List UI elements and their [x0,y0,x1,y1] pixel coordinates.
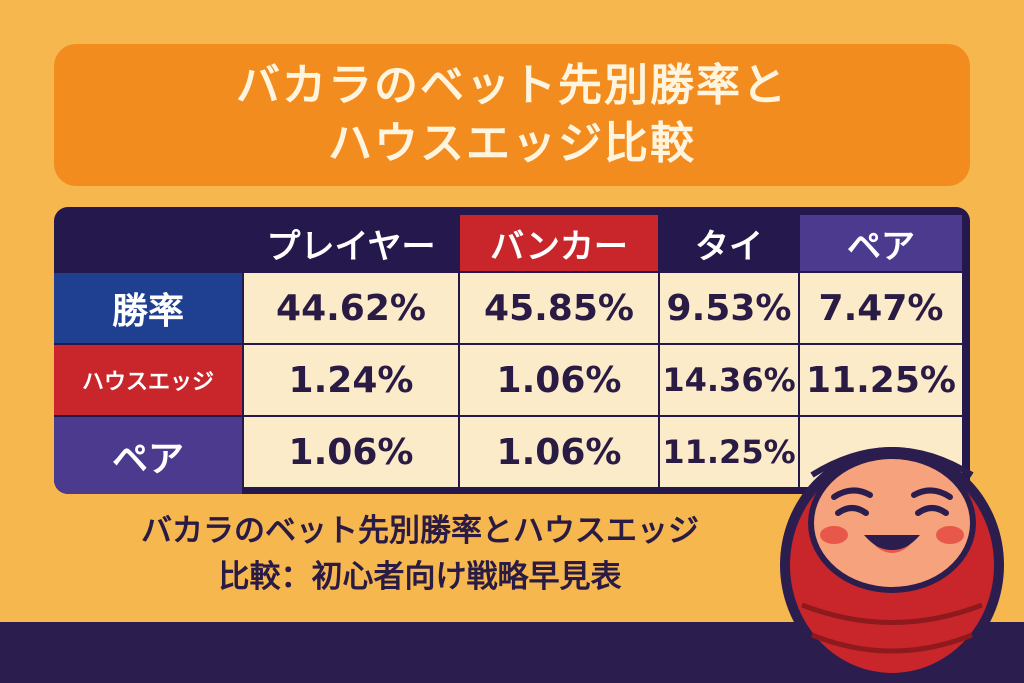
cell-pair-banker: 1.06% [460,417,658,487]
cell-pair-player: 1.06% [244,417,458,487]
caption-line-1: バカラのベット先別勝率とハウスエッジ [141,513,699,549]
comparison-table: プレイヤー バンカー タイ ペア 勝率 44.62% 45.85% 9.53% … [54,207,970,494]
title-banner: バカラのベット先別勝率と ハウスエッジ比較 [54,44,970,186]
daruma-icon [780,447,1004,683]
cell-pair-tie: 11.25% [660,417,798,487]
cell-edge-banker: 1.06% [460,345,658,415]
header-banker: バンカー [460,215,658,271]
cell-edge-pair: 11.25% [800,345,962,415]
row-label-pair: ペア [54,417,242,494]
cell-edge-player: 1.24% [244,345,458,415]
cell-win-tie: 9.53% [660,273,798,343]
header-pair: ペア [800,215,962,271]
cell-win-player: 44.62% [244,273,458,343]
cell-edge-tie: 14.36% [660,345,798,415]
caption: バカラのベット先別勝率とハウスエッジ 比較：初心者向け戦略早見表 [60,508,780,600]
cell-win-banker: 45.85% [460,273,658,343]
cell-win-pair: 7.47% [800,273,962,343]
header-player: プレイヤー [266,226,436,267]
row-label-win-rate: 勝率 [54,273,242,343]
row-label-house-edge: ハウスエッジ [54,345,242,415]
caption-line-2: 比較：初心者向け戦略早見表 [218,559,622,595]
title-line-2: ハウスエッジ比較 [328,118,696,169]
header-tie: タイ [695,226,763,267]
title-line-1: バカラのベット先別勝率と [236,60,788,111]
